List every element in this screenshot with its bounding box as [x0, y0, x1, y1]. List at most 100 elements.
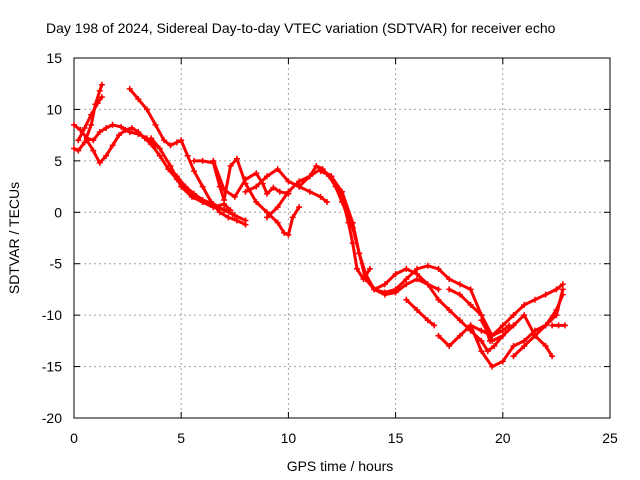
data-point [184, 152, 191, 159]
y-tick-label: -20 [42, 410, 62, 426]
data-point [362, 276, 369, 283]
data-point [227, 163, 234, 169]
data-point [456, 291, 463, 298]
data-point [90, 137, 97, 144]
data-point [414, 271, 421, 277]
data-point [88, 111, 95, 118]
data-point [446, 307, 453, 313]
data-point [210, 157, 217, 164]
data-point [199, 157, 206, 164]
data-point [296, 183, 303, 190]
data-point [356, 250, 363, 257]
data-point [96, 159, 103, 166]
y-axis-label: SDTVAR / TECUs [6, 182, 22, 294]
series-arc-4 [75, 94, 105, 144]
data-point [542, 343, 549, 349]
series-trace [479, 313, 554, 358]
series-arc-14 [371, 262, 493, 344]
data-point [173, 139, 180, 146]
data-point [478, 337, 485, 344]
data-series [71, 81, 568, 370]
data-point [403, 265, 410, 272]
data-point [178, 137, 185, 144]
data-point [435, 332, 442, 339]
data-point [403, 276, 410, 283]
data-point [499, 322, 506, 329]
data-point [281, 229, 288, 236]
data-point [424, 281, 431, 288]
data-point [349, 224, 356, 231]
data-point [156, 145, 163, 152]
data-point [165, 166, 172, 173]
data-point [549, 322, 556, 329]
series-arc-17 [446, 286, 513, 339]
data-point [270, 184, 277, 191]
data-point [510, 353, 517, 360]
data-point [306, 188, 313, 195]
data-point [289, 214, 296, 221]
chart-title: Day 198 of 2024, Sidereal Day-to-day VTE… [46, 20, 556, 36]
data-point [143, 106, 150, 113]
data-point [484, 348, 491, 355]
data-point [71, 145, 77, 152]
data-point [263, 209, 270, 216]
data-point [98, 94, 105, 101]
data-point [553, 286, 560, 293]
data-point [499, 358, 506, 365]
y-tick-label: -10 [42, 307, 62, 323]
data-point [242, 176, 249, 183]
data-point [317, 193, 324, 200]
data-point [242, 217, 249, 224]
data-point [242, 188, 249, 195]
data-point [188, 193, 195, 200]
data-point [431, 322, 438, 329]
data-point [210, 201, 217, 208]
data-point [339, 199, 345, 205]
data-point [478, 312, 485, 319]
data-point [499, 327, 506, 334]
data-point [148, 135, 155, 142]
data-point [424, 262, 431, 269]
data-point [116, 132, 123, 139]
plot-frame [73, 57, 611, 419]
data-point [489, 337, 496, 344]
data-point [435, 286, 442, 293]
data-point [542, 291, 549, 298]
data-point [371, 286, 378, 293]
data-point [467, 322, 474, 329]
data-point [521, 312, 528, 319]
data-point [263, 214, 270, 221]
data-point [199, 196, 206, 203]
data-point [94, 100, 101, 107]
data-point [109, 142, 116, 149]
data-point [296, 178, 303, 185]
data-point [81, 124, 88, 131]
data-point [478, 348, 485, 355]
data-point [191, 190, 198, 197]
data-point [161, 137, 168, 144]
data-point [276, 188, 283, 195]
data-point [510, 312, 517, 319]
data-point [403, 281, 410, 288]
data-point [559, 286, 566, 293]
data-point [381, 289, 388, 296]
data-point [231, 193, 238, 200]
data-point [233, 155, 240, 162]
data-point [122, 127, 129, 133]
data-point [274, 166, 281, 173]
data-point [96, 129, 103, 136]
data-point [354, 265, 361, 272]
data-point [167, 142, 174, 149]
data-point [491, 343, 498, 349]
data-point [456, 281, 463, 288]
data-point [339, 188, 345, 195]
data-point [225, 214, 232, 221]
y-tick-label: 15 [46, 50, 62, 66]
x-tick-label: 5 [177, 430, 185, 446]
series-arc-21 [549, 322, 568, 329]
series-trace [512, 293, 565, 358]
data-point [306, 173, 313, 180]
x-tick-label: 25 [602, 430, 618, 446]
data-point [392, 286, 399, 293]
data-point [313, 163, 320, 169]
